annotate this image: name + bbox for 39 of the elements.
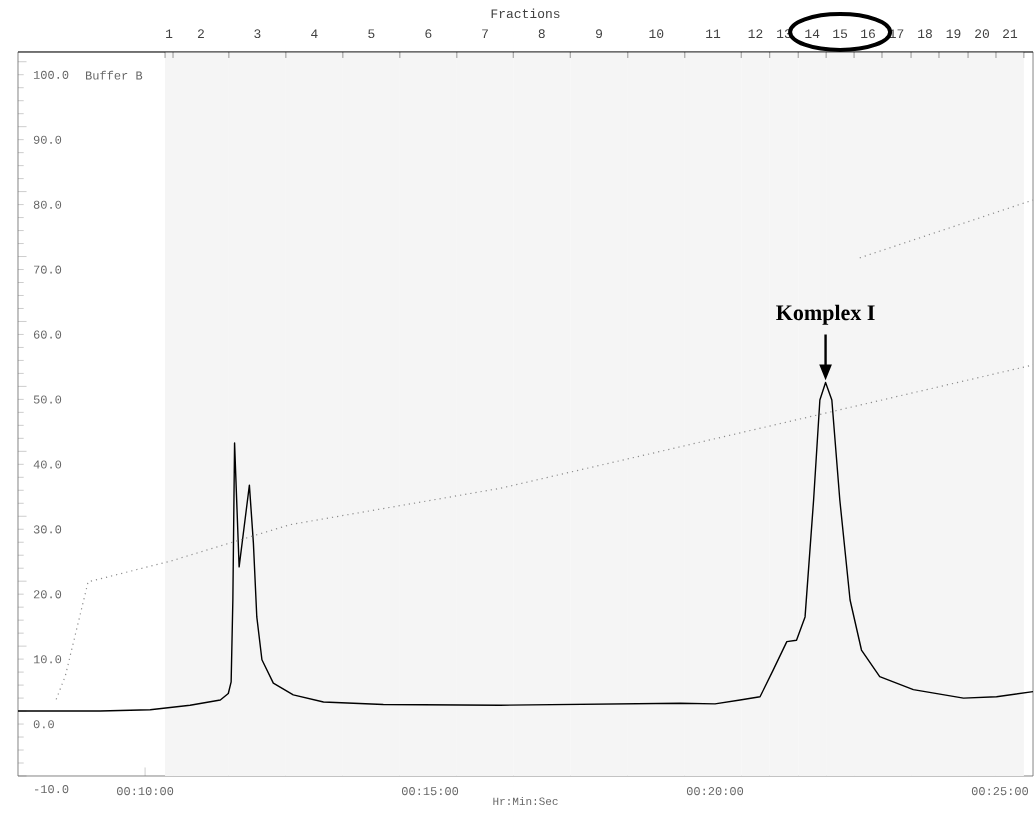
y-tick-label: 20.0 xyxy=(33,590,62,599)
y-tick-label: 10.0 xyxy=(33,655,62,664)
y-tick-label: 50.0 xyxy=(33,395,62,404)
band-label: 3 xyxy=(254,29,261,39)
y-tick-label: 60.0 xyxy=(33,330,62,339)
band-label: 16 xyxy=(861,29,875,39)
annotation: Komplex I xyxy=(776,304,875,325)
band-label: 12 xyxy=(748,29,763,38)
band-label: 11 xyxy=(706,29,721,38)
band-label: 5 xyxy=(368,29,375,39)
y-tick-label: -10.0 xyxy=(35,785,69,794)
band-label: 19 xyxy=(946,29,961,39)
band-label: 8 xyxy=(538,29,545,39)
y-tick-label: 100.0 xyxy=(33,70,69,79)
band-label: 4 xyxy=(311,29,318,38)
y-tick-label: 80.0 xyxy=(33,200,62,209)
x-tick-label: 00:15:00 xyxy=(401,787,459,796)
x-axis-title: Hr:Min:Sec xyxy=(493,796,558,806)
band-label: 21 xyxy=(1003,29,1018,38)
band-label: 14 xyxy=(805,29,820,38)
band-label: 1 xyxy=(166,29,173,38)
y-tick-label: 30.0 xyxy=(33,525,62,534)
band-label: 2 xyxy=(197,29,204,38)
band-label: 15 xyxy=(833,29,848,39)
annotation: Buffer B xyxy=(86,70,143,80)
y-tick-label: 0.0 xyxy=(33,720,54,729)
band-label: 18 xyxy=(918,29,932,39)
x-tick-label: 00:10:00 xyxy=(117,787,174,796)
band-label: 6 xyxy=(425,29,432,39)
text: Fractions xyxy=(491,8,560,19)
band-label: 9 xyxy=(596,29,603,39)
y-tick-label: 90.0 xyxy=(33,135,62,144)
y-tick-label: 40.0 xyxy=(33,460,62,469)
band-label: 7 xyxy=(482,29,488,38)
band-label: 10 xyxy=(649,29,664,39)
band-label: 20 xyxy=(975,29,989,39)
y-tick-label: 70.0 xyxy=(34,265,62,274)
x-tick-label: 00:20:00 xyxy=(686,787,744,796)
x-tick-label: 00:25:00 xyxy=(971,787,1029,796)
